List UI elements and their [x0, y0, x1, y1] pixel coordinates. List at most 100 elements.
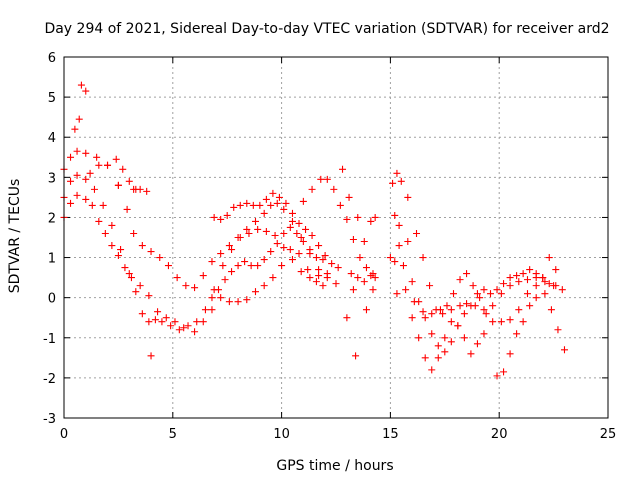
data-point	[217, 215, 225, 223]
data-point	[523, 276, 531, 284]
data-point	[460, 334, 468, 342]
data-point	[236, 201, 244, 209]
y-tick-label: -2	[43, 372, 56, 387]
data-point	[393, 290, 401, 298]
data-point	[347, 270, 355, 278]
data-point	[486, 290, 494, 298]
data-point	[73, 147, 81, 155]
data-point	[463, 270, 471, 278]
data-point	[82, 195, 90, 203]
series-track-9	[391, 258, 560, 356]
data-point	[199, 272, 207, 280]
data-point	[193, 318, 201, 326]
data-point	[136, 185, 144, 193]
data-point	[171, 318, 179, 326]
data-point	[539, 274, 547, 282]
data-point	[393, 169, 401, 177]
data-point	[278, 262, 286, 270]
data-point	[421, 314, 429, 322]
data-point	[436, 306, 444, 314]
data-point	[90, 185, 98, 193]
data-point	[500, 368, 508, 376]
data-point	[463, 300, 471, 308]
series-track-6	[299, 175, 377, 278]
data-point	[164, 262, 172, 270]
data-point	[476, 294, 484, 302]
data-point	[123, 205, 131, 213]
data-point	[515, 306, 523, 314]
data-point	[386, 254, 394, 262]
data-point	[280, 205, 288, 213]
data-point	[138, 242, 146, 250]
data-point	[230, 203, 238, 211]
data-point	[67, 177, 75, 185]
data-point	[312, 278, 320, 286]
data-point	[352, 352, 360, 360]
data-point	[526, 266, 534, 274]
data-point	[114, 252, 122, 260]
data-point	[506, 316, 514, 324]
data-point	[245, 229, 253, 237]
data-point	[434, 354, 442, 362]
y-tick-label: 2	[48, 211, 56, 226]
data-point	[334, 264, 342, 272]
data-point	[243, 225, 251, 233]
data-point	[225, 242, 233, 250]
data-point	[280, 229, 288, 237]
series-track-2	[60, 171, 331, 334]
data-point	[439, 310, 447, 318]
data-point	[151, 316, 159, 324]
y-tick-label: 6	[48, 51, 56, 66]
data-point	[254, 225, 262, 233]
data-point	[260, 209, 268, 217]
data-point	[391, 211, 399, 219]
data-point	[482, 310, 490, 318]
data-point	[480, 330, 488, 338]
data-point	[443, 302, 451, 310]
data-point	[299, 238, 307, 246]
data-point	[404, 238, 412, 246]
data-point	[450, 290, 458, 298]
data-point	[421, 354, 429, 362]
series-track-10	[393, 270, 568, 354]
data-point	[208, 294, 216, 302]
data-point	[541, 290, 549, 298]
data-point	[513, 330, 521, 338]
data-point	[506, 274, 514, 282]
data-point	[286, 246, 294, 254]
data-point	[558, 286, 566, 294]
data-point	[447, 338, 455, 346]
data-point	[219, 262, 227, 270]
data-point	[360, 238, 368, 246]
data-point	[349, 236, 357, 244]
data-point	[500, 280, 508, 288]
data-point	[339, 165, 347, 173]
data-point	[267, 201, 275, 209]
data-point	[286, 223, 294, 231]
x-tick-label: 10	[273, 427, 290, 442]
data-point	[95, 161, 103, 169]
data-point	[82, 87, 90, 95]
data-point	[254, 262, 262, 270]
data-point	[419, 308, 427, 316]
data-point	[199, 318, 207, 326]
x-tick-label: 20	[491, 427, 508, 442]
grid-lines	[64, 57, 608, 418]
y-tick-label: 0	[48, 292, 56, 307]
data-point	[469, 282, 477, 290]
data-point	[108, 221, 116, 229]
data-point	[356, 254, 364, 262]
x-tick-label: 25	[600, 427, 617, 442]
data-point	[480, 286, 488, 294]
data-point	[273, 199, 281, 207]
data-point	[125, 270, 133, 278]
data-point	[321, 252, 329, 260]
data-point	[489, 318, 497, 326]
series-track-12	[347, 270, 379, 314]
data-point	[506, 350, 514, 358]
data-point	[473, 340, 481, 348]
data-point	[428, 310, 436, 318]
y-tick-label: 3	[48, 171, 56, 186]
data-point	[101, 229, 109, 237]
